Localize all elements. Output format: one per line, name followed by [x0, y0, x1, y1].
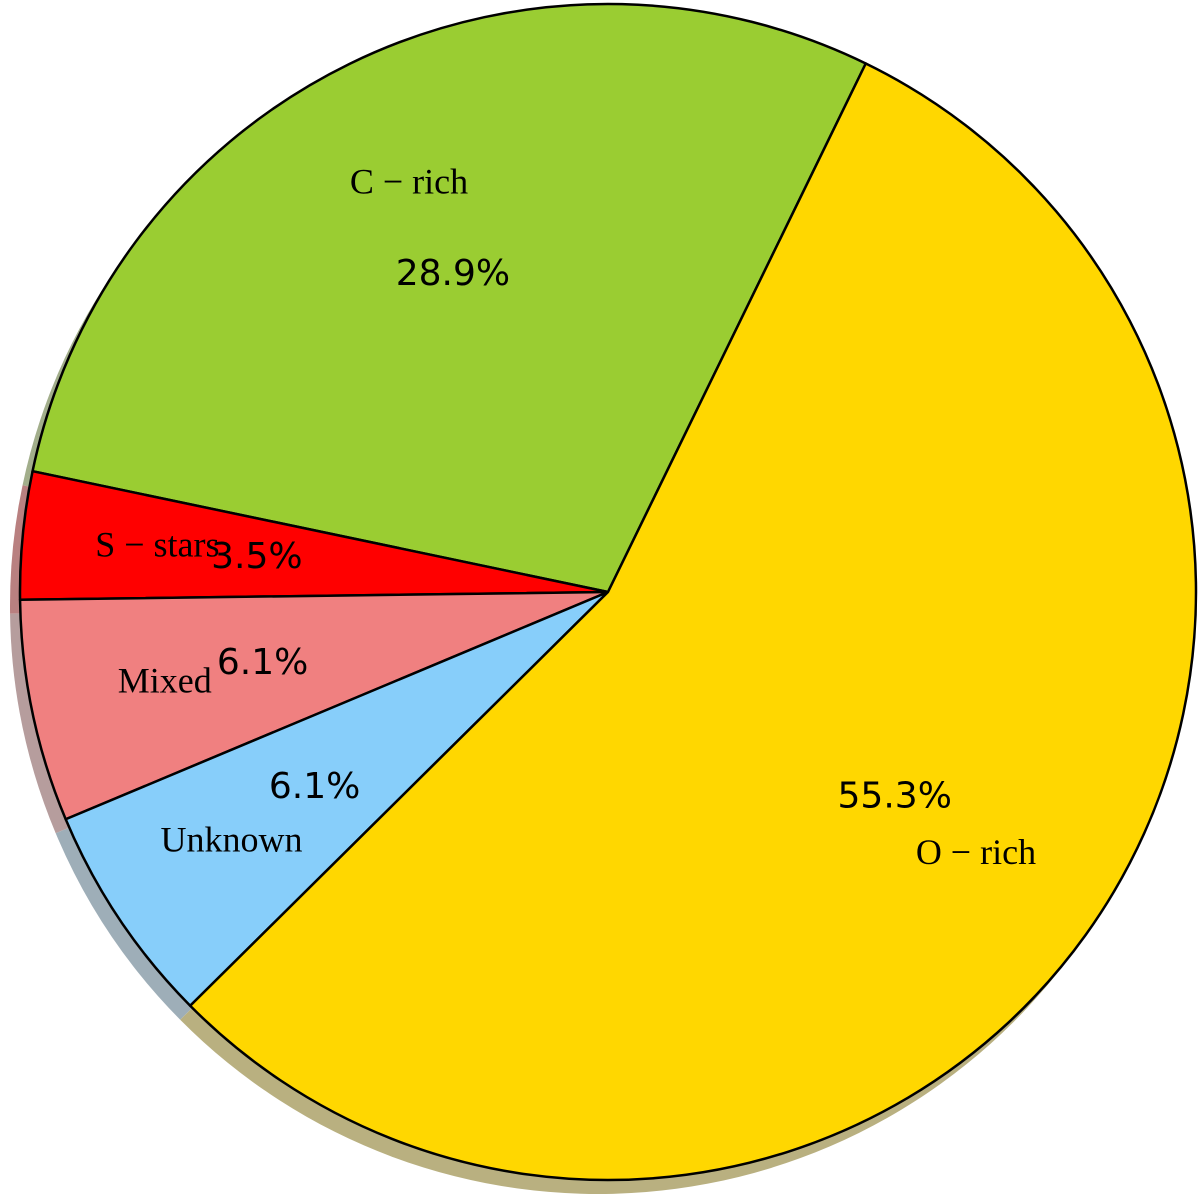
value-label: 6.1%: [217, 642, 308, 683]
value-label: 55.3%: [838, 776, 952, 817]
slice: [31, 2, 868, 594]
value-label: 28.9%: [396, 253, 510, 294]
slice: [64, 590, 610, 1007]
slice: [188, 62, 1198, 1182]
slice-label: Mixed: [118, 660, 212, 700]
value-label: 3.5%: [211, 536, 302, 577]
slice-label: C − rich: [350, 162, 468, 202]
slice-label: S − stars: [95, 524, 219, 564]
slice-label: Unknown: [160, 820, 302, 860]
value-label: 6.1%: [269, 766, 360, 807]
slice-label: O − rich: [916, 832, 1036, 872]
slice: [18, 590, 610, 821]
